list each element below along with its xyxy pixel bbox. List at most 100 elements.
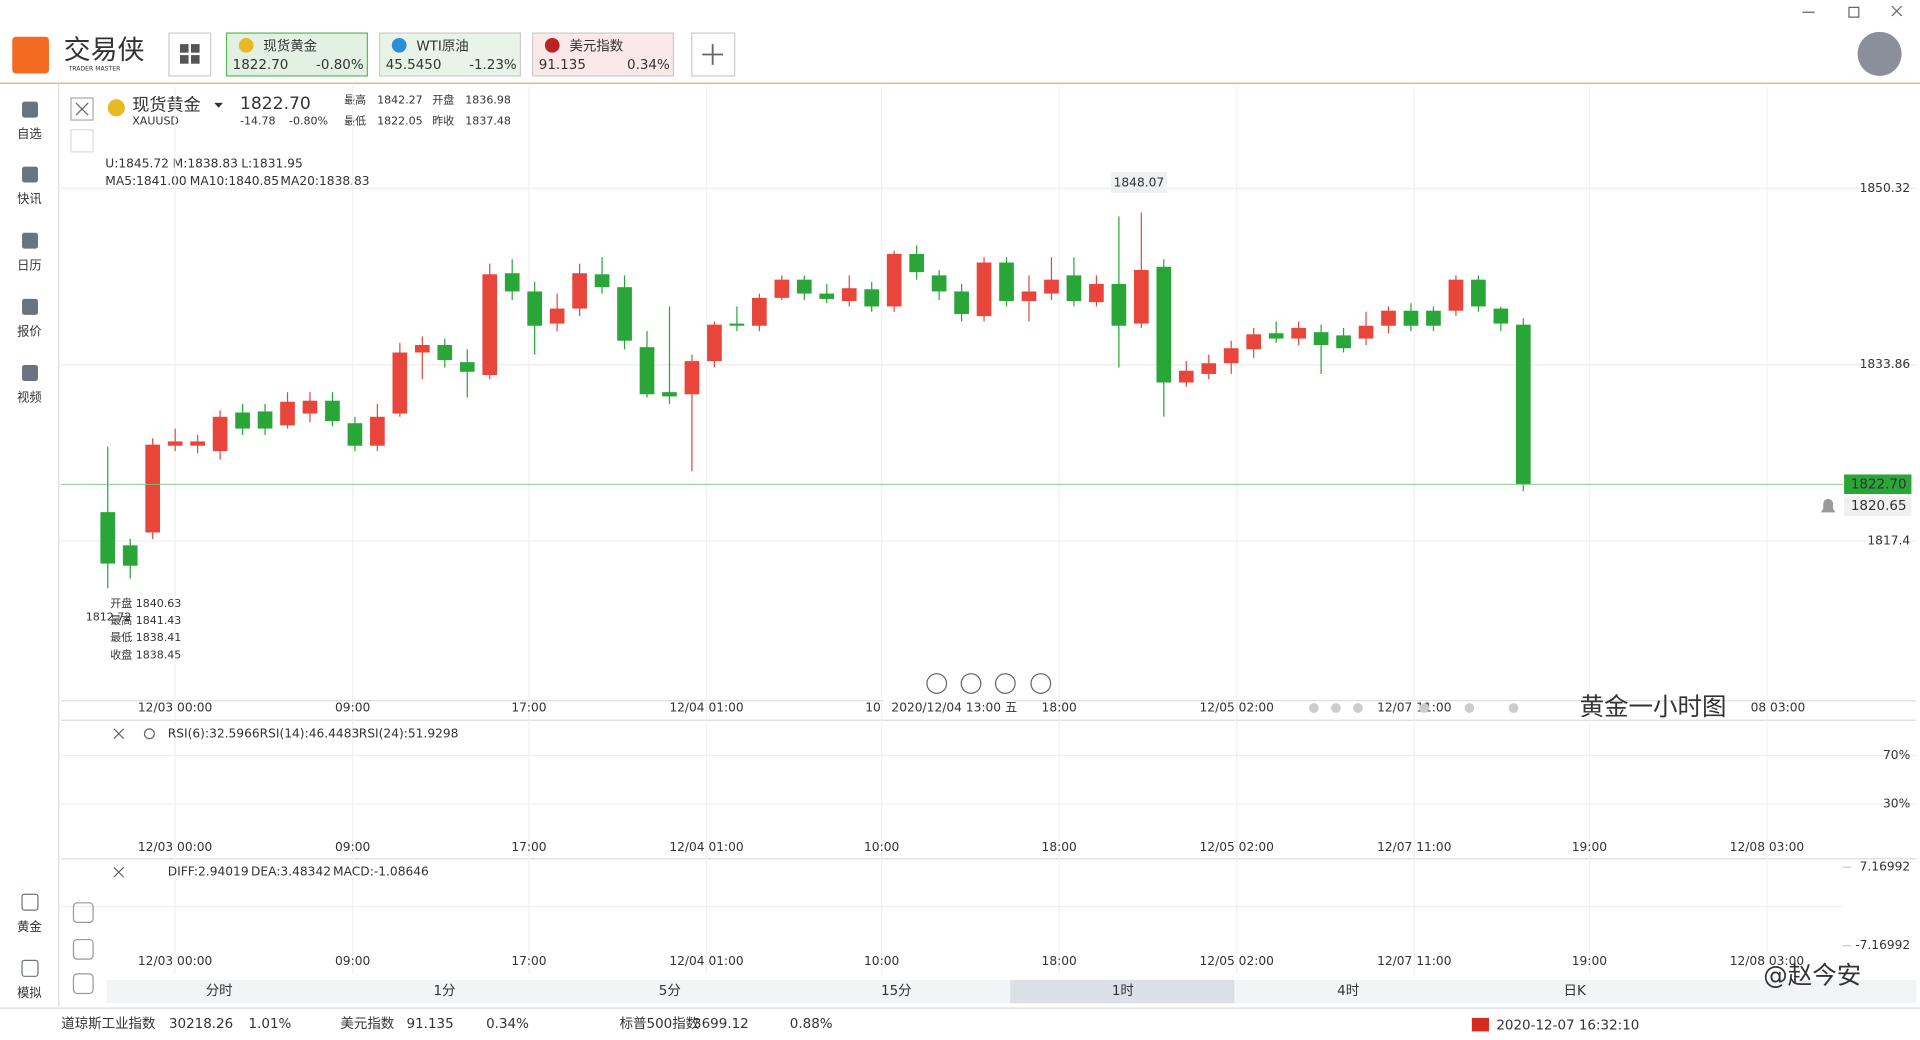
zoom-out[interactable] [926,673,948,694]
x-tick-label: 12/03 00:00 [138,840,212,854]
x-tick-label: 12/05 02:00 [1200,954,1274,968]
period-button[interactable]: 1时 [1112,983,1134,999]
logo-name: 交易侠 [64,35,145,66]
candle-body [145,444,161,533]
candle-body [437,345,453,361]
annotation: 黄金一小时图 [1580,692,1727,721]
ticker-name: 标普500指数 [620,1016,700,1032]
candle-body [100,512,116,564]
boll-legend: U:1845.72 [105,157,169,171]
grid-icon [191,55,200,64]
candle-body [1448,279,1464,311]
candle-body [370,416,385,446]
sidebar-label[interactable]: 快讯 [17,192,41,206]
grid-button[interactable] [168,32,212,77]
close-icon[interactable] [113,866,125,878]
datetime: 2020-12-07 16:32:10 [1496,1017,1639,1033]
instrument-change: -14.78 [240,114,276,127]
y-tick-label: 1817.4 [1867,534,1910,548]
ticker-value: 91.135 [407,1016,454,1032]
x-tick-label: 10 [865,701,881,715]
step-back[interactable] [960,673,982,694]
tab[interactable] [378,32,522,77]
sidebar-icon[interactable] [21,959,39,977]
candle-body [662,392,677,397]
x-tick-label: 09:00 [335,840,370,854]
sidebar-label[interactable]: 报价 [17,323,41,338]
candle-body [1066,275,1082,302]
tab-name[interactable]: WTI原油 [416,39,468,55]
stat-label: 开盘 [432,92,454,106]
sidebar-label[interactable]: 视频 [17,390,41,405]
candle-body [122,545,138,566]
candle-body [684,361,700,395]
x-tick-label: 12/05 02:00 [1200,840,1274,854]
sidebar-label[interactable]: 自选 [17,127,41,141]
period-button[interactable]: 15分 [881,983,912,999]
stat-label: 最低 [344,114,366,127]
candle-body [212,416,228,452]
instrument-price: 1822.70 [240,94,311,114]
sidebar-icon[interactable] [22,101,38,118]
period-button[interactable]: 1分 [433,983,455,999]
candle-body [594,274,610,288]
tab-name[interactable]: 美元指数 [569,39,623,55]
scroll-dot [1464,703,1475,713]
expand-button[interactable] [70,129,94,153]
stat-value: 1837.48 [465,114,511,127]
close-icon[interactable] [113,728,125,740]
time-tooltip-bg [884,699,1013,718]
sidebar-icon[interactable] [22,166,38,183]
dropdown-arrow[interactable] [214,102,223,108]
tool-icon[interactable] [72,938,94,960]
candle-body [549,308,565,324]
ticker-name: 道琼斯工业指数 [61,1016,156,1032]
candle-body [1336,335,1351,349]
candle-body [707,324,722,362]
candle-body [1358,325,1374,339]
tab-change: -0.80% [316,57,364,73]
period-button[interactable]: 5分 [659,983,681,999]
macd-legend: DEA:3.48342 [251,865,331,879]
candle-body [729,323,745,326]
candle-body [1021,291,1037,302]
period-button[interactable]: 日K [1564,983,1587,999]
x-tick-label: 12/04 01:00 [669,840,743,854]
candle-body [819,293,835,299]
gold-icon [107,99,125,117]
zoom-in[interactable] [1030,673,1052,694]
bell-icon[interactable] [1820,498,1836,513]
hover-line: 最低 1838.41 [110,631,181,644]
period-active [1010,979,1235,1004]
tool-icon[interactable] [72,902,94,924]
tool-icon[interactable] [72,973,94,995]
candle-body [1156,266,1172,383]
period-button[interactable]: 分时 [206,983,233,999]
x-tick-label: 08 03:00 [1751,701,1806,715]
logo-sub: TRADER MASTER [68,66,122,73]
sidebar-icon[interactable] [21,893,39,911]
sidebar-label[interactable]: 日历 [17,258,41,272]
avatar[interactable] [1857,31,1902,76]
sidebar-icon[interactable] [22,365,38,381]
candle-body [617,287,632,341]
candle-body [459,362,475,372]
x-tick-label: 17:00 [511,954,546,968]
tab-change: 0.34% [627,57,670,73]
ticker-change: 0.34% [486,1016,529,1032]
candle-body [572,273,587,309]
sidebar-label[interactable]: 黄金 [17,919,41,934]
sidebar-icon[interactable] [22,232,38,249]
candle-body [1493,308,1509,324]
period-button[interactable]: 4时 [1337,983,1359,999]
price-tag-label: 1822.70 [1851,476,1907,492]
step-forward[interactable] [994,673,1016,694]
settings-icon[interactable] [143,728,155,740]
candle-body [886,253,902,307]
tab-name[interactable]: 现货黄金 [263,38,317,55]
stat-label: 最高 [344,92,366,106]
sidebar-icon[interactable] [22,298,38,315]
candle-body [639,347,655,395]
window-controls[interactable] [1802,5,1903,18]
sidebar-label[interactable]: 模拟 [17,986,41,1000]
